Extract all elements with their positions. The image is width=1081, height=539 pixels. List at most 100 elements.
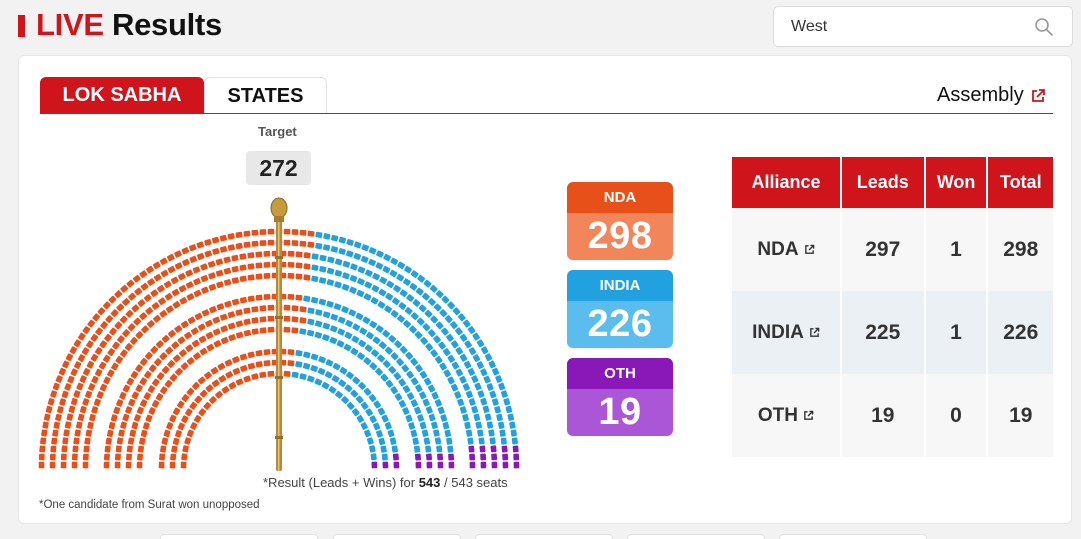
seat (231, 265, 239, 273)
seat (363, 293, 372, 301)
seat (359, 327, 368, 335)
seat (319, 254, 327, 262)
seat (349, 275, 358, 283)
seat (109, 327, 117, 336)
seat (405, 414, 413, 423)
seat (357, 278, 365, 286)
search-box[interactable] (773, 6, 1073, 47)
seat (235, 320, 244, 328)
seat (108, 421, 116, 430)
seat (122, 384, 131, 393)
seats-footnote-sep: / (440, 475, 452, 490)
seat (422, 292, 430, 301)
tab-states[interactable]: STATES (204, 77, 327, 114)
seat (480, 461, 487, 469)
bottom-pill[interactable] (333, 534, 461, 539)
seat (373, 400, 382, 409)
seat (459, 375, 467, 384)
alliance-box-oth: OTH 19 (567, 358, 673, 436)
seat (159, 453, 166, 461)
seat (68, 405, 76, 414)
bottom-pill[interactable] (475, 534, 613, 539)
alliance-link-oth[interactable]: OTH (732, 374, 842, 457)
seat (369, 362, 378, 371)
seat (419, 421, 427, 430)
seat (287, 349, 295, 356)
seat (442, 421, 450, 430)
search-input[interactable] (791, 17, 1031, 37)
seat (39, 445, 46, 453)
seat (355, 395, 364, 404)
seat (62, 360, 70, 369)
seat (220, 336, 229, 345)
seat (175, 430, 182, 438)
seat (125, 406, 133, 414)
total-cell: 226 (988, 291, 1053, 374)
seat (150, 289, 159, 298)
bottom-pill[interactable] (160, 534, 318, 539)
seat (130, 370, 139, 379)
seat (457, 398, 465, 407)
seat (345, 319, 353, 328)
seat (207, 260, 216, 268)
seat (364, 429, 372, 438)
seat (247, 295, 255, 302)
seat (355, 312, 364, 321)
seat (201, 309, 210, 317)
bottom-pill[interactable] (779, 534, 927, 539)
seat (299, 306, 307, 313)
seat (104, 333, 112, 342)
seat (114, 290, 123, 299)
seat (223, 279, 232, 286)
seat (483, 375, 491, 384)
seat (178, 284, 187, 293)
seat (251, 328, 259, 335)
seat (447, 301, 456, 310)
seat (110, 309, 119, 318)
seat (295, 251, 303, 258)
seat (235, 231, 243, 239)
seat (378, 288, 387, 297)
seat (471, 405, 479, 414)
assembly-link[interactable]: Assembly (937, 84, 1046, 107)
seat (91, 406, 99, 414)
alliance-link-india[interactable]: INDIA (732, 291, 842, 374)
seat (410, 429, 418, 438)
seat (199, 389, 208, 398)
seat (232, 367, 241, 375)
seat (79, 375, 87, 383)
seat (358, 339, 367, 348)
seat (221, 386, 230, 394)
seat (142, 422, 150, 430)
seat (344, 331, 353, 340)
seat (119, 315, 128, 324)
seat (53, 421, 60, 429)
page-title: LIVE Results (36, 7, 222, 43)
seat (243, 375, 251, 383)
seat (468, 347, 477, 356)
seat (240, 365, 248, 372)
seat (227, 244, 236, 251)
search-icon[interactable] (1034, 17, 1054, 37)
seat (471, 375, 479, 383)
seat (61, 390, 69, 399)
seat (398, 378, 406, 387)
seat (60, 453, 67, 461)
bottom-pill[interactable] (627, 534, 765, 539)
seat (208, 272, 216, 280)
seat (332, 362, 341, 371)
alliance-link-nda[interactable]: NDA (732, 208, 842, 291)
seat (239, 275, 247, 283)
alliance-box-india-value: 226 (567, 301, 673, 348)
seat (174, 250, 182, 258)
seat (428, 413, 436, 422)
seat (472, 354, 481, 362)
seat (196, 252, 205, 260)
seat (369, 320, 378, 329)
seat (140, 399, 148, 408)
seat (55, 375, 63, 383)
seat (100, 321, 108, 330)
tab-lok-sabha[interactable]: LOK SABHA (40, 77, 204, 114)
seat (291, 327, 299, 334)
seat (267, 228, 275, 235)
